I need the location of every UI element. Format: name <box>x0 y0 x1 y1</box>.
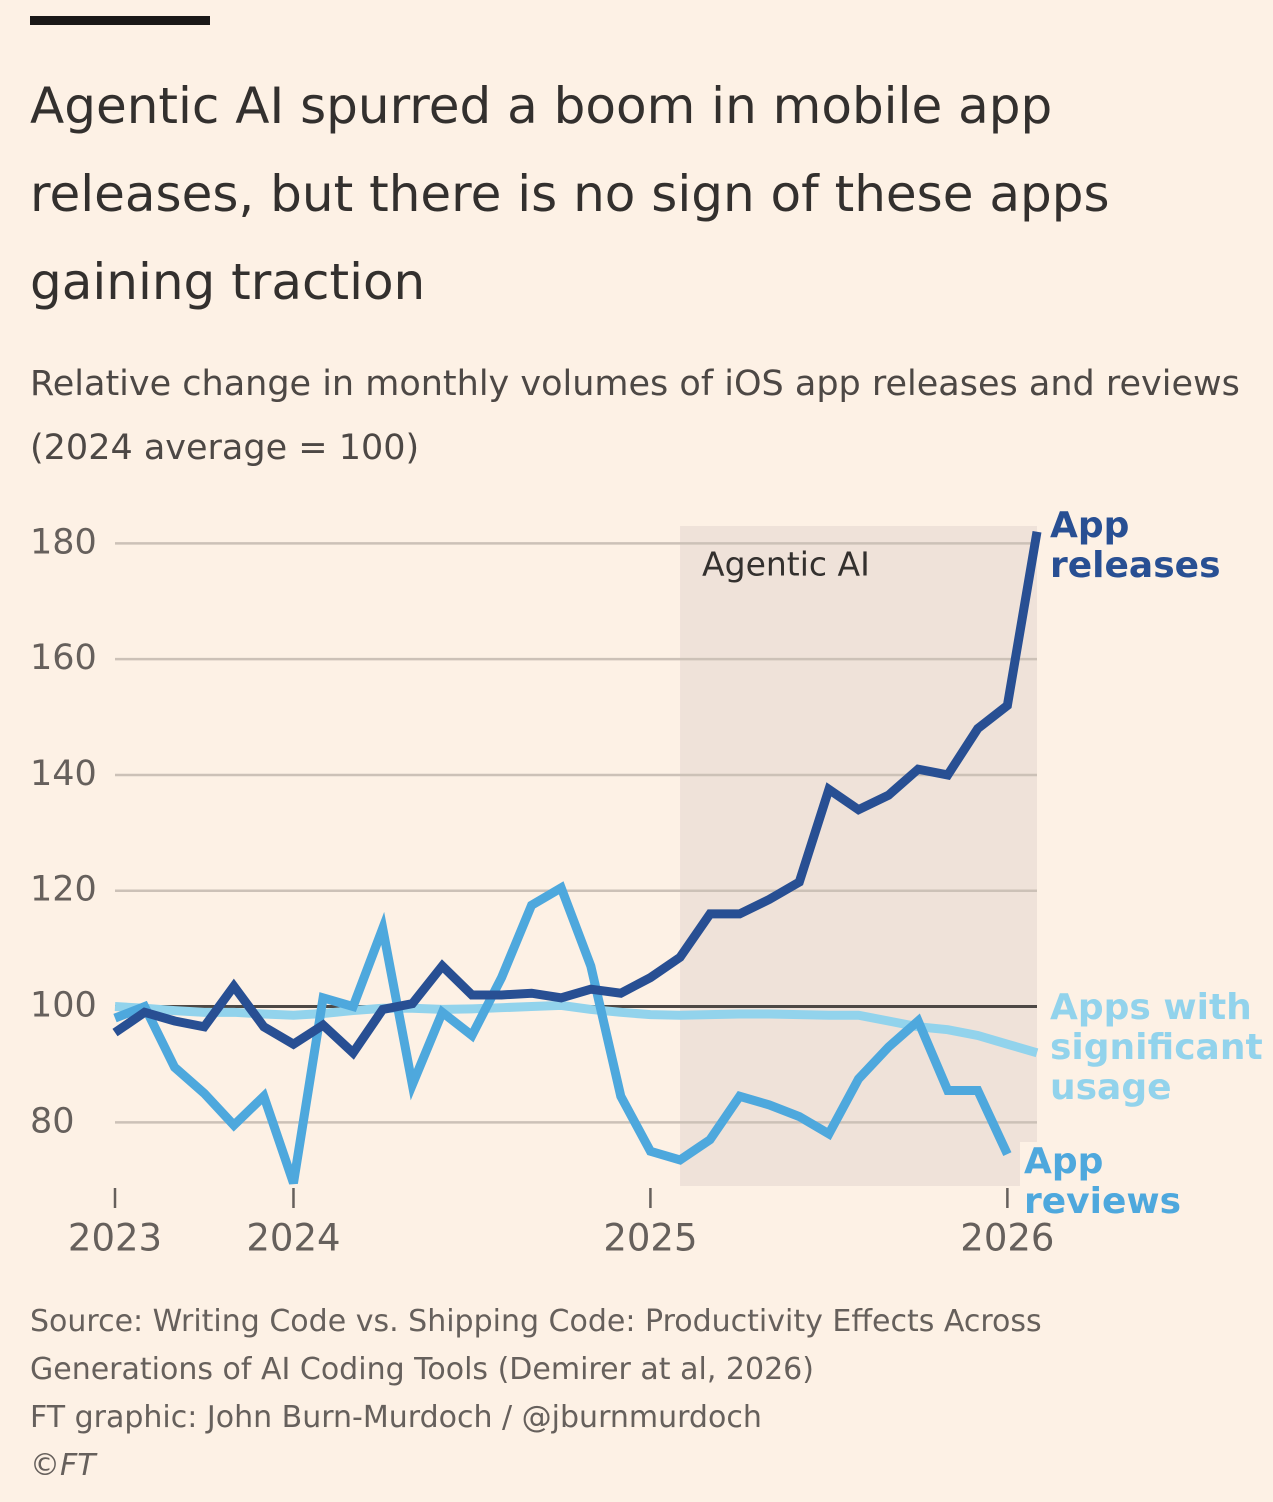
y-tick-label: 80 <box>30 1101 75 1141</box>
legend-label: App releases <box>1050 505 1221 586</box>
copyright: ©FT <box>30 1448 96 1483</box>
y-tick-label: 180 <box>30 522 97 562</box>
top-bar <box>30 16 210 25</box>
legend-label: App reviews <box>1020 1142 1273 1222</box>
y-tick-label: 100 <box>30 986 97 1026</box>
region-label: Agentic AI <box>702 545 870 584</box>
credit: FT graphic: John Burn-Murdoch / @jburnmu… <box>30 1400 762 1435</box>
series-line <box>113 881 1012 1185</box>
series-line <box>112 531 1042 1060</box>
series-line <box>114 1000 1039 1058</box>
source: Source: Writing Code vs. Shipping Code: … <box>30 1304 1042 1387</box>
x-tick-label: 2024 <box>246 1217 340 1260</box>
chart-subtitle: Relative change in monthly volumes of iO… <box>30 364 1240 468</box>
y-tick-label: 120 <box>30 870 97 910</box>
y-tick-label: 140 <box>30 754 97 794</box>
x-tick-label: 2023 <box>68 1217 162 1260</box>
x-tick-label: 2026 <box>960 1217 1054 1260</box>
chart-title: Agentic AI spurred a boom in mobile app … <box>30 77 1110 311</box>
legend-label: Apps with significant usage <box>1050 987 1263 1108</box>
x-tick-label: 2025 <box>603 1217 697 1260</box>
y-tick-label: 160 <box>30 638 97 678</box>
